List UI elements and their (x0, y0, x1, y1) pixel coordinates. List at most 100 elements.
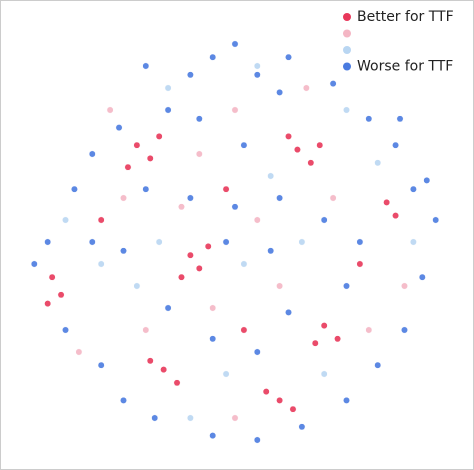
point (209, 53, 217, 61)
point (88, 150, 96, 158)
point (365, 326, 373, 334)
legend-marker (343, 29, 351, 38)
point (285, 53, 292, 61)
point (120, 396, 127, 404)
point (155, 238, 163, 246)
point (133, 282, 141, 290)
point (298, 238, 306, 246)
point (409, 238, 417, 246)
point (209, 304, 217, 312)
legend-marker (343, 62, 351, 71)
point (97, 361, 105, 369)
point (392, 212, 400, 220)
point (396, 115, 404, 123)
point (231, 203, 239, 211)
point (392, 141, 400, 149)
point (62, 216, 69, 224)
point (320, 216, 328, 224)
points (30, 40, 440, 444)
point (262, 388, 270, 396)
legend-label: Worse for TTF (357, 59, 453, 75)
point (209, 335, 217, 343)
point (222, 238, 230, 246)
point (195, 150, 203, 158)
point (142, 185, 150, 193)
point (432, 216, 440, 224)
point (253, 436, 261, 444)
point (298, 423, 306, 431)
point (30, 260, 38, 268)
point (124, 163, 132, 171)
point (320, 322, 328, 330)
point (62, 326, 69, 334)
point (267, 172, 275, 180)
legend-marker (343, 46, 351, 54)
point (253, 216, 261, 224)
point (195, 264, 203, 272)
legend: Better for TTF Worse for TTF (343, 9, 454, 75)
point (356, 238, 364, 246)
point (57, 291, 65, 299)
point (164, 304, 172, 312)
point (231, 40, 239, 48)
point (356, 260, 364, 268)
point (164, 84, 172, 92)
point (75, 348, 83, 356)
point (142, 62, 150, 70)
point (70, 185, 78, 193)
point (240, 141, 248, 149)
point (155, 132, 163, 140)
point (307, 159, 315, 167)
point (160, 366, 168, 374)
point (88, 238, 96, 246)
point (204, 242, 212, 250)
legend-marker (343, 13, 351, 21)
point (253, 71, 261, 79)
point (48, 273, 56, 281)
point (178, 203, 185, 211)
point (195, 115, 203, 123)
point (343, 396, 350, 404)
point (115, 124, 123, 132)
point (231, 414, 239, 422)
point (240, 260, 248, 268)
point (146, 357, 154, 365)
point (97, 260, 105, 268)
point (320, 370, 328, 378)
point (222, 370, 230, 378)
point (293, 146, 301, 154)
point (276, 282, 284, 290)
point (186, 194, 194, 202)
point (343, 106, 350, 114)
point (383, 198, 391, 206)
point (276, 194, 284, 202)
point (401, 326, 408, 334)
point (106, 106, 114, 114)
point (146, 154, 154, 162)
point (44, 300, 52, 308)
point (186, 71, 194, 79)
point (164, 106, 172, 114)
point (253, 348, 261, 356)
point (276, 88, 284, 96)
legend-label: Better for TTF (357, 9, 454, 25)
point (120, 247, 127, 255)
point (365, 115, 373, 123)
point (316, 141, 324, 149)
point (173, 379, 181, 387)
point (374, 159, 382, 167)
point (142, 326, 150, 334)
point (302, 84, 310, 92)
point (240, 326, 248, 334)
point (222, 185, 230, 193)
point (276, 396, 284, 404)
point (329, 194, 337, 202)
point (374, 361, 382, 369)
point (133, 141, 141, 149)
point (285, 308, 292, 316)
point (401, 282, 408, 290)
point (329, 80, 337, 88)
point (209, 432, 217, 440)
